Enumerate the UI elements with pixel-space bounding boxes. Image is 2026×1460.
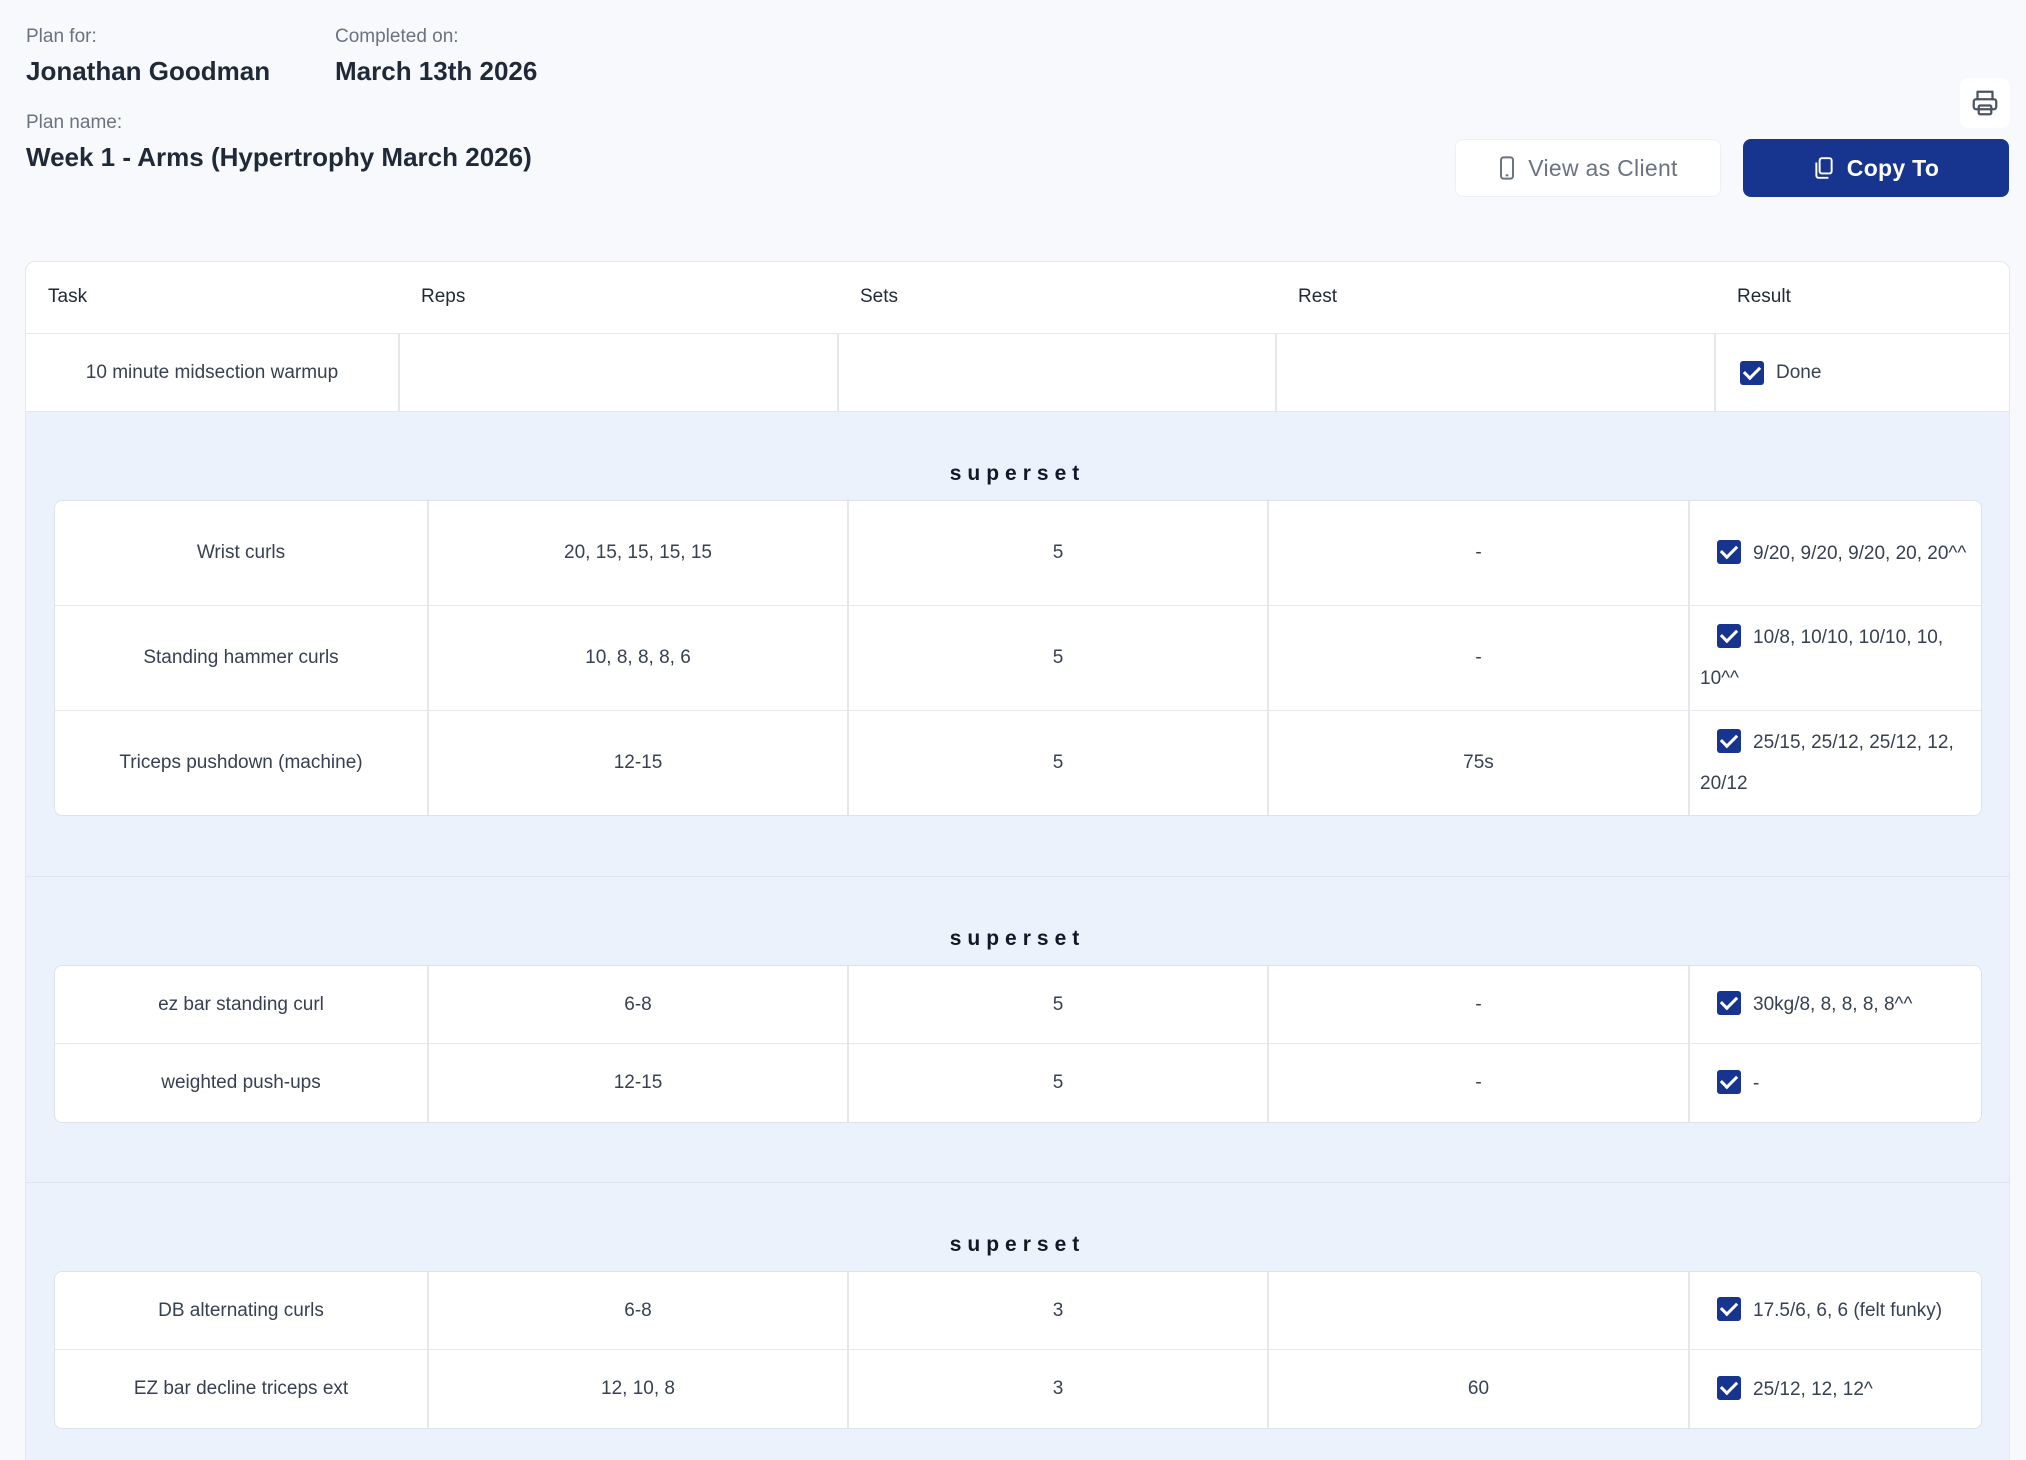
reps-cell: 12-15 — [429, 1044, 849, 1122]
column-header-result: Result — [1737, 286, 1791, 307]
sets-cell: 5 — [849, 966, 1269, 1043]
task-cell: Triceps pushdown (machine) — [55, 711, 429, 815]
rest-cell: - — [1269, 606, 1690, 710]
rest-cell — [1269, 1272, 1690, 1349]
rest-cell: - — [1269, 966, 1690, 1043]
table-row: Standing hammer curls 10, 8, 8, 8, 6 5 -… — [55, 606, 1981, 711]
result-text: 25/12, 12, 12^ — [1753, 1378, 1873, 1400]
checkbox-checked-icon[interactable] — [1717, 729, 1741, 753]
copy-to-label: Copy To — [1846, 154, 1940, 181]
workout-table: Task Reps Sets Rest Result 10 minute mid… — [25, 261, 2010, 1460]
completed-on-label: Completed on: — [335, 26, 459, 47]
completed-date: March 13th 2026 — [335, 56, 538, 86]
column-header-sets: Sets — [860, 286, 899, 307]
result-text: Done — [1776, 361, 1822, 383]
reps-cell — [400, 334, 839, 411]
sets-cell: 5 — [849, 606, 1269, 710]
copy-to-button[interactable]: Copy To — [1743, 139, 2009, 197]
result-text: 9/20, 9/20, 9/20, 20, 20^^ — [1753, 542, 1967, 564]
task-cell: 10 minute midsection warmup — [26, 334, 400, 411]
sets-cell: 3 — [849, 1350, 1269, 1428]
result-text: 10/8, 10/10, 10/10, 10, 10^^ — [1700, 627, 1944, 689]
reps-cell: 10, 8, 8, 8, 6 — [429, 606, 849, 710]
reps-cell: 20, 15, 15, 15, 15 — [429, 501, 849, 605]
completed-on-block: Completed on: March 13th 2026 — [335, 26, 537, 87]
table-row: EZ bar decline triceps ext 12, 10, 8 3 6… — [55, 1350, 1981, 1428]
result-cell: 25/15, 25/12, 25/12, 12, 20/12 — [1690, 711, 1981, 815]
result-text: 30kg/8, 8, 8, 8, 8^^ — [1753, 994, 1913, 1015]
checkbox-checked-icon[interactable] — [1717, 539, 1741, 564]
table-row: 10 minute midsection warmup Done — [26, 334, 2009, 412]
result-cell: - — [1690, 1044, 1981, 1122]
rest-cell: 60 — [1269, 1350, 1690, 1428]
result-cell: 30kg/8, 8, 8, 8, 8^^ — [1690, 966, 1981, 1043]
reps-cell: 12, 10, 8 — [429, 1350, 849, 1428]
table-row: ez bar standing curl 6-8 5 - 30kg/8, 8, … — [55, 966, 1981, 1044]
sets-cell: 3 — [849, 1272, 1269, 1349]
column-header-rest: Rest — [1298, 286, 1338, 307]
result-cell: 17.5/6, 6, 6 (felt funky) — [1690, 1272, 1981, 1349]
table-header: Task Reps Sets Rest Result — [26, 262, 2009, 334]
reps-cell: 6-8 — [429, 1272, 849, 1349]
rest-cell: 75s — [1269, 711, 1690, 815]
sets-cell: 5 — [849, 1044, 1269, 1122]
plan-for-label: Plan for: — [26, 26, 97, 47]
copy-icon — [1815, 157, 1833, 179]
checkbox-checked-icon[interactable] — [1717, 624, 1741, 648]
superset-title: superset — [949, 1233, 1086, 1256]
table-row: DB alternating curls 6-8 3 17.5/6, 6, 6 … — [55, 1272, 1981, 1350]
reps-cell: 12-15 — [429, 711, 849, 815]
superset-table: DB alternating curls 6-8 3 17.5/6, 6, 6 … — [54, 1271, 1982, 1429]
rest-cell: - — [1269, 1044, 1690, 1122]
task-cell: ez bar standing curl — [55, 966, 429, 1043]
column-header-task: Task — [48, 286, 88, 307]
result-text: - — [1753, 1072, 1760, 1094]
superset-group: superset DB alternating curls 6-8 3 17.5… — [26, 1183, 2009, 1460]
result-cell: 10/8, 10/10, 10/10, 10, 10^^ — [1690, 606, 1981, 710]
column-header-reps: Reps — [421, 286, 466, 307]
checkbox-checked-icon[interactable] — [1717, 991, 1741, 1015]
checkbox-checked-icon[interactable] — [1717, 1069, 1741, 1094]
table-row: weighted push-ups 12-15 5 - - — [55, 1044, 1981, 1122]
superset-title: superset — [949, 462, 1086, 485]
printer-icon — [1972, 90, 1998, 116]
sets-cell: 5 — [849, 501, 1269, 605]
task-cell: DB alternating curls — [55, 1272, 429, 1349]
checkbox-checked-icon[interactable] — [1717, 1375, 1741, 1400]
rest-cell — [1277, 334, 1716, 411]
sets-cell: 5 — [849, 711, 1269, 815]
sets-cell — [839, 334, 1277, 411]
task-cell: weighted push-ups — [55, 1044, 429, 1122]
superset-table: ez bar standing curl 6-8 5 - 30kg/8, 8, … — [54, 965, 1982, 1123]
checkbox-checked-icon[interactable] — [1740, 360, 1764, 385]
rest-cell: - — [1269, 501, 1690, 605]
superset-group: superset Wrist curls 20, 15, 15, 15, 15 … — [26, 412, 2009, 877]
plan-title: Week 1 - Arms (Hypertrophy March 2026) — [26, 142, 532, 172]
result-cell: 9/20, 9/20, 9/20, 20, 20^^ — [1690, 501, 1981, 605]
view-as-client-button[interactable]: View as Client — [1455, 139, 1721, 197]
task-cell: Wrist curls — [55, 501, 429, 605]
superset-group: superset ez bar standing curl 6-8 5 - 30… — [26, 877, 2009, 1183]
task-cell: EZ bar decline triceps ext — [55, 1350, 429, 1428]
superset-table: Wrist curls 20, 15, 15, 15, 15 5 - 9/20,… — [54, 500, 1982, 816]
result-text: 17.5/6, 6, 6 (felt funky) — [1753, 1300, 1943, 1321]
reps-cell: 6-8 — [429, 966, 849, 1043]
client-name: Jonathan Goodman — [26, 56, 271, 86]
phone-icon — [1500, 156, 1515, 180]
result-cell: Done — [1716, 334, 2009, 411]
plan-name-label: Plan name: — [26, 112, 123, 133]
checkbox-checked-icon[interactable] — [1717, 1297, 1741, 1321]
view-as-client-label: View as Client — [1528, 154, 1678, 181]
task-cell: Standing hammer curls — [55, 606, 429, 710]
plan-for-block: Plan for: Jonathan Goodman — [26, 26, 270, 87]
plan-name-block: Plan name: Week 1 - Arms (Hypertrophy Ma… — [26, 112, 532, 173]
result-text: 25/15, 25/12, 25/12, 12, 20/12 — [1700, 732, 1954, 794]
print-button[interactable] — [1960, 78, 2010, 128]
table-row: Wrist curls 20, 15, 15, 15, 15 5 - 9/20,… — [55, 501, 1981, 606]
table-row: Triceps pushdown (machine) 12-15 5 75s 2… — [55, 711, 1981, 815]
superset-title: superset — [949, 927, 1086, 950]
result-cell: 25/12, 12, 12^ — [1690, 1350, 1981, 1428]
